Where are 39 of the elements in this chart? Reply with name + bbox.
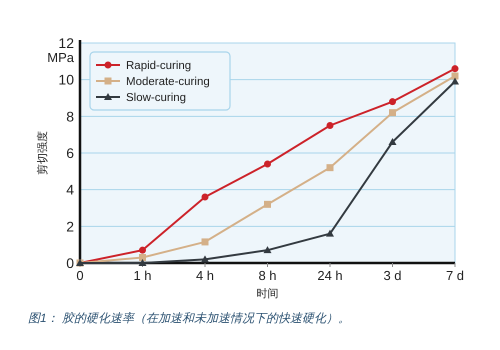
- x-tick-label: 3 d: [383, 268, 402, 283]
- x-tick-label: 0: [76, 268, 84, 283]
- point: [326, 122, 334, 129]
- x-tick-label: 1 h: [133, 268, 152, 283]
- x-tick-label: 24 h: [317, 268, 343, 283]
- y-tick-label: 10: [58, 72, 74, 88]
- legend-label: Slow-curing: [126, 92, 186, 104]
- point: [326, 230, 334, 237]
- legend-label: Rapid-curing: [126, 60, 192, 72]
- point: [202, 194, 208, 200]
- point: [201, 255, 209, 262]
- y-tick-label: 0: [66, 255, 74, 271]
- point: [202, 238, 208, 246]
- y-tick-label: 4: [66, 182, 74, 198]
- y-axis-title: 剪切强度: [36, 131, 49, 175]
- y-tick-label: 12: [58, 35, 74, 51]
- point: [264, 246, 272, 254]
- y-tick-label: 2: [66, 218, 74, 234]
- caption: 图1： 胶的硬化速率（在加速和未加速情况下的快速硬化）。: [28, 311, 350, 325]
- point: [389, 109, 396, 116]
- point: [452, 72, 458, 80]
- legend-label: Moderate-curing: [126, 76, 210, 88]
- point: [138, 259, 146, 266]
- y-tick-label: 8: [66, 108, 74, 124]
- x-axis-title: 时间: [256, 287, 278, 300]
- x-tick-label: 8 h: [258, 268, 277, 283]
- point: [139, 254, 146, 261]
- y-tick-label: 6: [66, 145, 74, 161]
- point: [451, 78, 459, 84]
- x-tick-label: 7 d: [446, 268, 464, 283]
- x-tick-label: 4 h: [196, 268, 214, 283]
- point: [389, 98, 396, 106]
- point: [264, 200, 271, 208]
- point: [264, 160, 271, 168]
- point: [388, 138, 396, 145]
- text: MPa: [47, 50, 75, 65]
- point: [326, 164, 334, 172]
- point: [452, 65, 458, 72]
- point: [139, 246, 146, 254]
